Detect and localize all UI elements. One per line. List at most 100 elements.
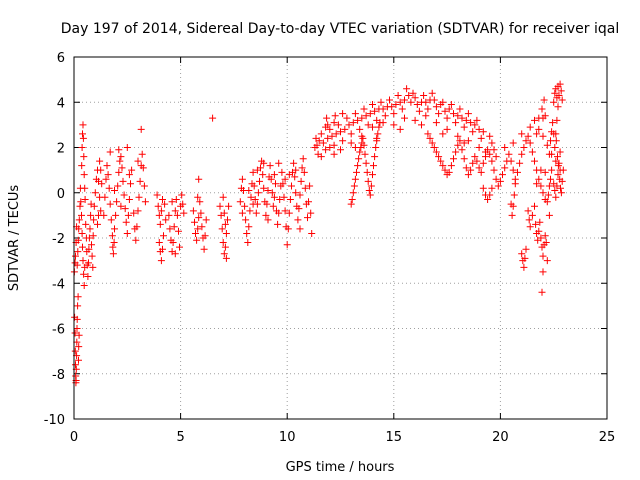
data-point [243, 230, 251, 237]
data-point [360, 105, 368, 113]
data-point [524, 132, 532, 140]
data-point [531, 116, 538, 124]
data-point [139, 164, 147, 172]
data-point [140, 182, 148, 190]
data-point [541, 168, 549, 176]
data-point [246, 207, 254, 215]
data-point [90, 216, 98, 224]
data-point [396, 98, 404, 106]
data-point [379, 105, 387, 113]
data-point [349, 189, 357, 197]
data-point [362, 112, 370, 120]
data-point [313, 141, 321, 149]
data-point [78, 211, 85, 219]
data-point [264, 216, 272, 224]
data-point [422, 112, 430, 120]
data-point [535, 125, 543, 133]
data-point [71, 347, 79, 355]
data-point [249, 168, 257, 176]
data-point [545, 150, 553, 158]
data-point [367, 182, 375, 190]
data-point [125, 196, 133, 203]
data-point [535, 175, 543, 183]
data-point [330, 141, 338, 149]
data-point [162, 216, 170, 224]
data-point [508, 211, 516, 219]
data-point [551, 187, 559, 194]
data-point [75, 331, 83, 339]
data-point [103, 162, 111, 170]
data-point [113, 198, 121, 206]
y-tick-label: 4 [57, 96, 65, 111]
data-point [469, 159, 477, 167]
data-point [539, 189, 547, 197]
data-point [122, 218, 130, 226]
data-point [405, 92, 413, 99]
data-point [426, 134, 434, 142]
data-point [155, 211, 163, 219]
data-point [554, 171, 562, 179]
data-point [536, 218, 544, 226]
data-point [176, 243, 183, 251]
data-point [458, 146, 466, 154]
data-point [526, 123, 534, 131]
data-point [221, 243, 229, 251]
data-point [558, 96, 566, 104]
y-tick-label: -6 [52, 323, 65, 338]
data-point [403, 85, 411, 93]
data-point [488, 157, 496, 165]
x-tick-label: 15 [386, 430, 403, 445]
data-point [278, 168, 286, 176]
data-point [537, 182, 545, 190]
data-point [396, 125, 404, 133]
data-point [533, 130, 541, 138]
data-point [123, 230, 131, 237]
data-point [102, 175, 110, 183]
data-point [437, 157, 445, 165]
data-point [347, 139, 355, 147]
data-point [551, 144, 559, 151]
data-point [130, 209, 138, 217]
data-point [475, 125, 483, 133]
data-point [439, 162, 447, 170]
data-point [518, 250, 526, 258]
data-point [365, 187, 373, 194]
data-point [111, 187, 118, 194]
data-point [557, 189, 565, 197]
data-point [75, 216, 83, 224]
data-point [554, 153, 561, 161]
data-point [189, 207, 197, 215]
data-point [521, 254, 529, 262]
data-point [315, 137, 323, 145]
data-point [390, 110, 398, 118]
data-point [192, 230, 199, 237]
data-point [119, 177, 127, 185]
data-point [300, 168, 308, 176]
data-point [79, 130, 86, 138]
data-point [134, 207, 142, 215]
data-point [337, 146, 344, 154]
data-point [241, 202, 249, 210]
data-point [526, 139, 534, 147]
data-point [275, 209, 283, 217]
data-point [525, 216, 533, 224]
data-points [70, 80, 567, 387]
data-point [328, 132, 336, 140]
data-point [89, 232, 97, 240]
data-point [121, 205, 129, 213]
data-point [411, 94, 419, 102]
data-point [486, 150, 494, 158]
data-point [407, 98, 415, 106]
data-point [272, 180, 279, 188]
data-point [124, 211, 132, 219]
data-point [460, 123, 468, 131]
data-point [454, 112, 462, 120]
data-point [247, 193, 255, 201]
data-point [372, 144, 380, 151]
data-point [488, 184, 496, 192]
data-point [295, 205, 303, 213]
data-point [343, 114, 351, 122]
data-point [175, 227, 182, 235]
data-point [299, 155, 307, 163]
data-point [218, 225, 226, 233]
